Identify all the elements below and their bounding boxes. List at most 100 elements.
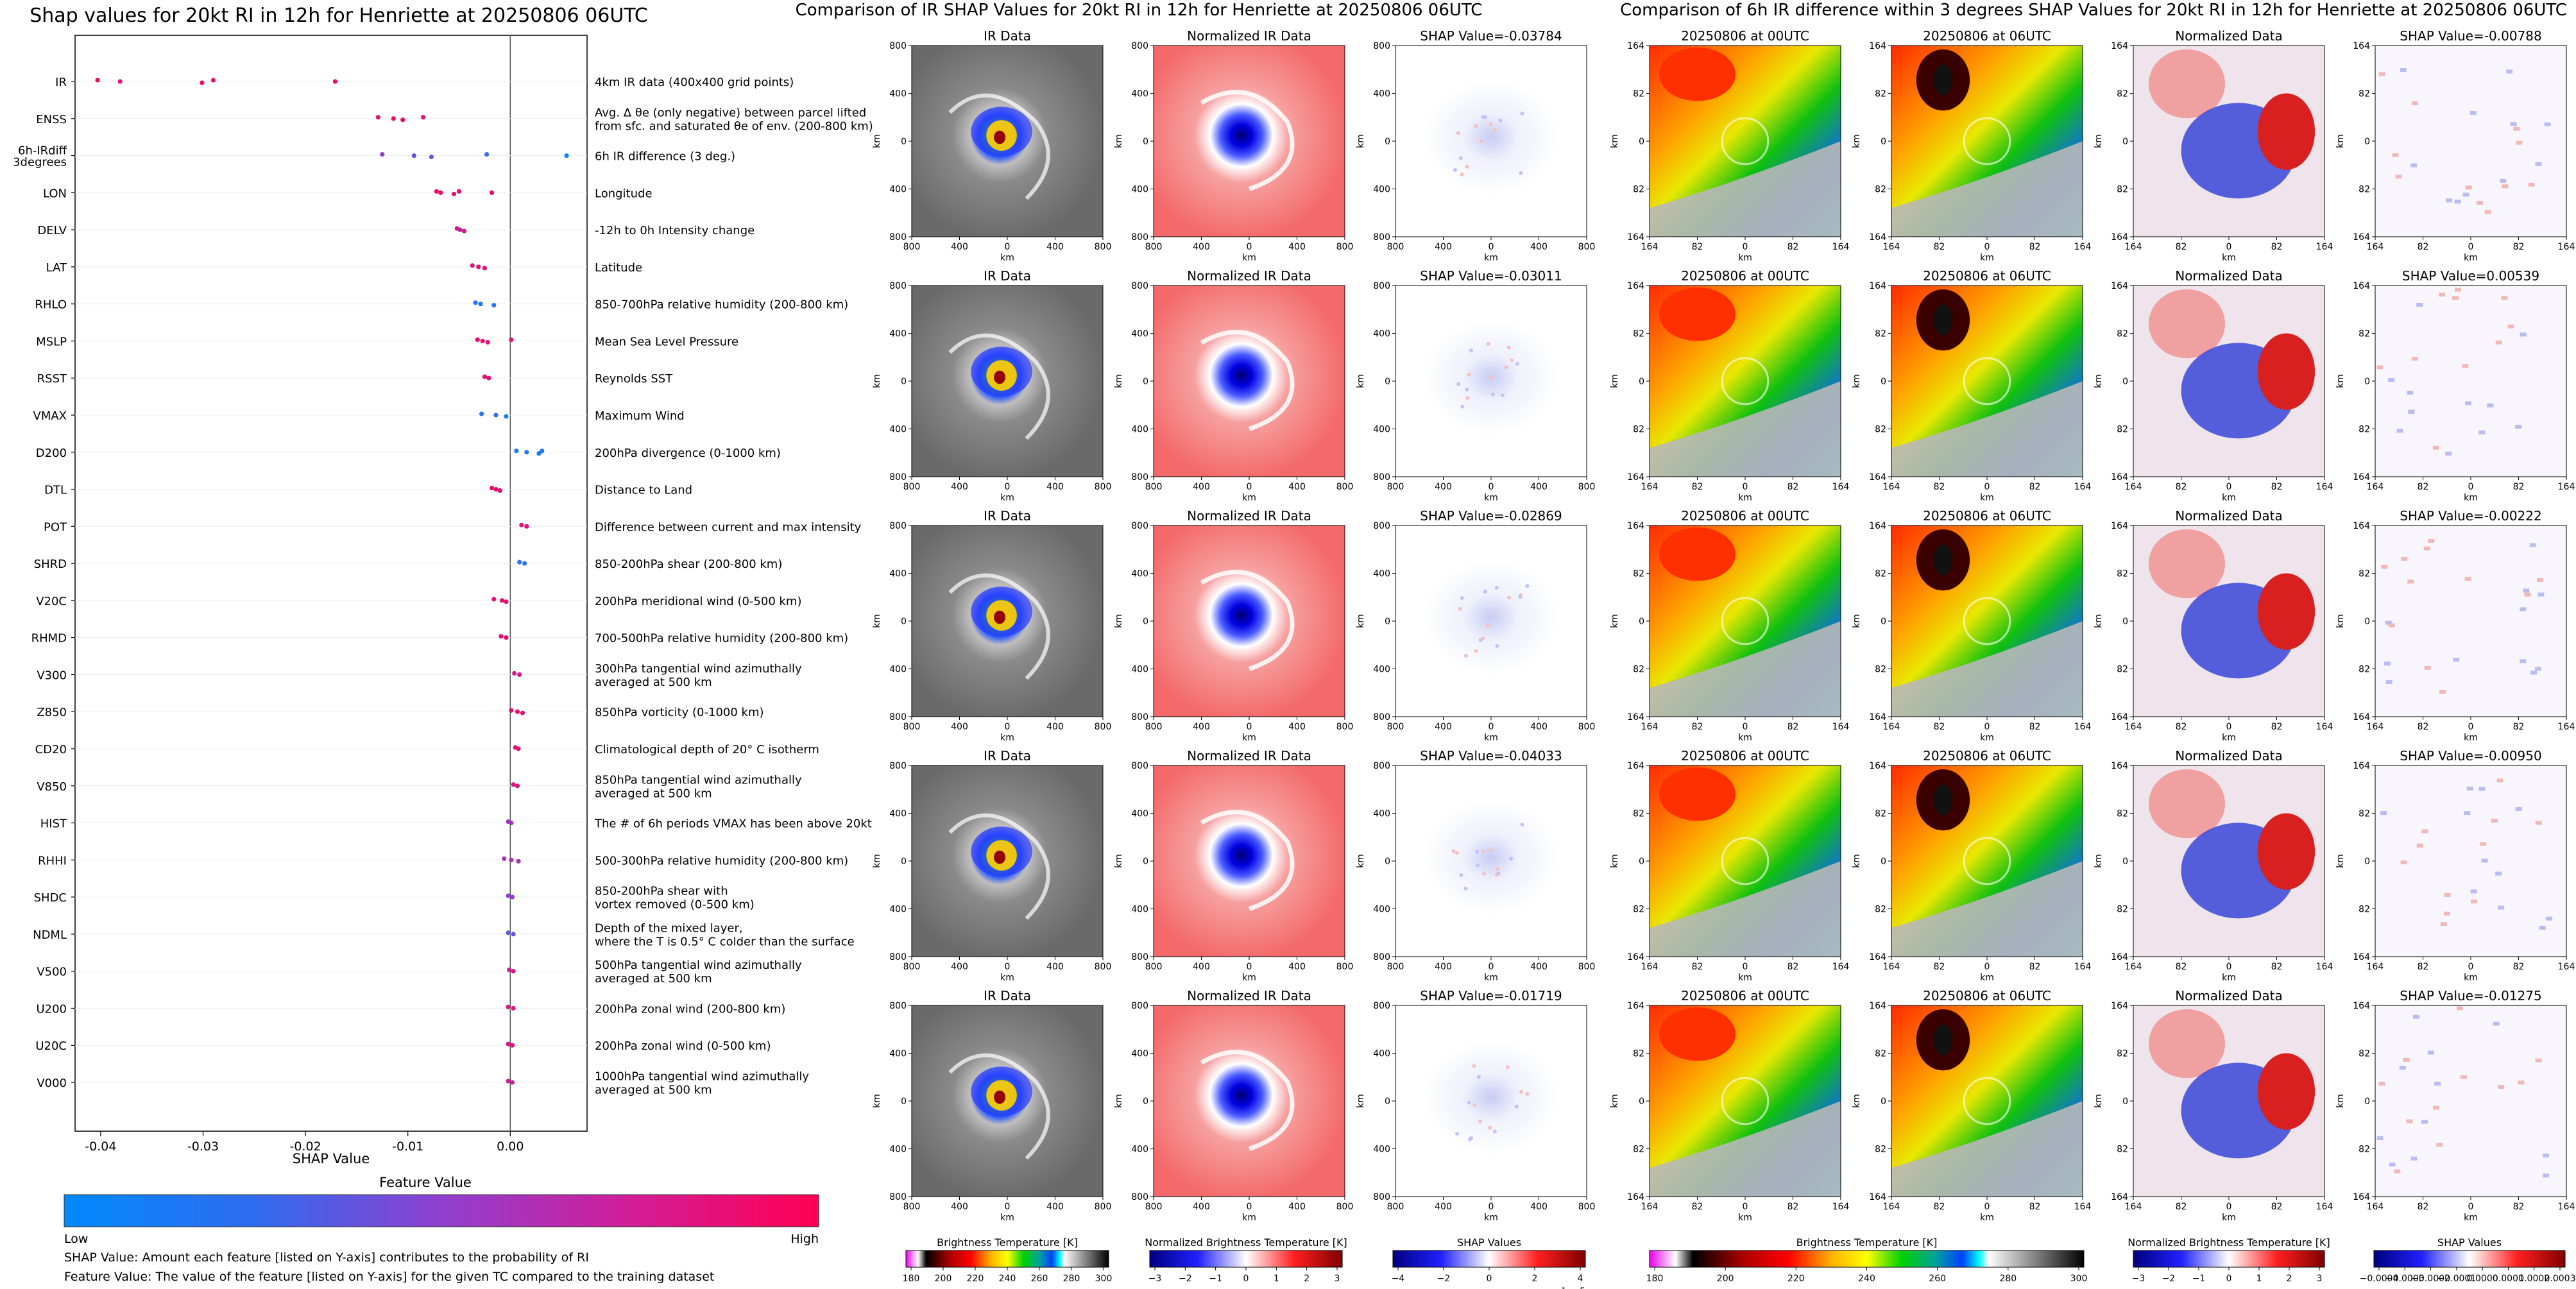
x-tick-label: 0 bbox=[2468, 962, 2474, 972]
x-tick-label: 0 bbox=[1247, 1202, 1252, 1212]
positive-diff-region bbox=[2148, 1009, 2226, 1079]
feature-description: 200hPa meridional wind (0-500 km) bbox=[595, 595, 801, 608]
y-tick-label: 0 bbox=[1881, 137, 1886, 147]
diff-shap-patch bbox=[2460, 1075, 2467, 1079]
feature-row: VMAX Maximum Wind bbox=[33, 409, 685, 423]
y-tick-label: 164 bbox=[1627, 1001, 1644, 1011]
y-tick-label: 800 bbox=[1373, 521, 1390, 531]
colorbar-tick-label: 220 bbox=[967, 1274, 984, 1284]
shap-point bbox=[509, 708, 514, 713]
feature-label: U20C bbox=[35, 1039, 67, 1053]
subplot-title: Normalized IR Data bbox=[1187, 748, 1311, 764]
x-tick-label: 164 bbox=[2125, 242, 2142, 252]
image-subplot: SHAP Value=0.005391641648282008282164164… bbox=[2335, 268, 2575, 503]
center-ring bbox=[1721, 597, 1770, 645]
feature-row: V300 300hPa tangential wind azimuthally av… bbox=[37, 662, 802, 689]
x-tick-label: 82 bbox=[2176, 482, 2187, 492]
diff-shap-image bbox=[2375, 46, 2566, 237]
colorbar-tick-label: 3 bbox=[2317, 1274, 2323, 1284]
shap-speck bbox=[1481, 871, 1486, 876]
colorbar-tick-label: 0 bbox=[2226, 1274, 2232, 1284]
y-axis-label: km bbox=[1356, 1094, 1366, 1108]
x-tick-label: 400 bbox=[951, 482, 968, 492]
feature-row: RSST Reynolds SST bbox=[37, 372, 674, 386]
y-tick-label: 82 bbox=[1875, 905, 1886, 915]
x-tick-label: 82 bbox=[2418, 482, 2429, 492]
x-tick-label: 164 bbox=[2558, 242, 2575, 252]
y-axis-label: km bbox=[2335, 134, 2346, 148]
feature-row: CD20 Climatological depth of 20° C isothe… bbox=[35, 743, 819, 756]
x-axis-label: km bbox=[1484, 1213, 1498, 1223]
subplot-title: SHAP Value=-0.01275 bbox=[2400, 988, 2541, 1003]
y-tick-label: 164 bbox=[2111, 232, 2128, 243]
shap-speck bbox=[1498, 118, 1503, 123]
x-tick-label: 164 bbox=[2367, 482, 2384, 492]
text-line: 6h-IRdiff bbox=[18, 144, 67, 158]
image-subplot: Normalized Data1641648282008282164164kmk… bbox=[2094, 268, 2333, 503]
y-tick-label: 400 bbox=[1131, 665, 1148, 675]
y-tick-label: 800 bbox=[889, 1192, 907, 1202]
diff-shap-patch bbox=[2434, 1081, 2441, 1086]
x-tick-label: 800 bbox=[1578, 482, 1596, 492]
x-tick-label: 800 bbox=[1578, 722, 1596, 732]
x-tick-label: 164 bbox=[2558, 722, 2575, 732]
x-tick-label: 82 bbox=[2271, 242, 2283, 252]
text-line: 200hPa meridional wind (0-500 km) bbox=[595, 595, 801, 608]
cold-core bbox=[1933, 1024, 1953, 1055]
subplot-title: IR Data bbox=[984, 28, 1031, 44]
diff-shap-patch bbox=[2513, 126, 2520, 131]
text-line: 850hPa tangential wind azimuthally bbox=[595, 773, 802, 787]
x-tick-label: 800 bbox=[1387, 962, 1404, 972]
clear-sky-region bbox=[1650, 861, 1841, 957]
image-subplot: SHAP Value=-0.02869800800400400004004008… bbox=[1356, 508, 1595, 743]
x-tick-label: 82 bbox=[2271, 962, 2283, 972]
colorbar-tick-label: 1 bbox=[2256, 1274, 2262, 1284]
y-tick-label: 0 bbox=[2122, 137, 2128, 147]
feature-row: DTL Distance to Land bbox=[44, 484, 692, 497]
y-tick-label: 0 bbox=[2122, 377, 2128, 387]
y-tick-label: 164 bbox=[1627, 1192, 1644, 1202]
shap-point bbox=[517, 559, 522, 565]
subplot-title: SHAP Value=-0.02869 bbox=[1420, 508, 1562, 524]
feature-description: Climatological depth of 20° C isotherm bbox=[595, 743, 819, 756]
x-tick-label: 82 bbox=[2271, 1202, 2283, 1212]
x-tick-label: 0 bbox=[1005, 962, 1011, 972]
x-axis-label: km bbox=[2222, 493, 2236, 503]
y-tick-label: 0 bbox=[1385, 137, 1390, 147]
colorbar-label: Normalized Brightness Temperature [K] bbox=[1145, 1236, 1347, 1249]
shap-point bbox=[475, 337, 480, 343]
feature-row: U200 200hPa zonal wind (200-800 km) bbox=[36, 1002, 785, 1016]
diff-shap-patch bbox=[2537, 578, 2544, 583]
x-axis-label: km bbox=[1980, 973, 1994, 983]
x-tick-label: 800 bbox=[1336, 242, 1354, 252]
shap-speck bbox=[1500, 393, 1505, 398]
image-subplot: 20250806 at 00UTC1641648282008282164164k… bbox=[1610, 748, 1849, 983]
image-subplot: 20250806 at 06UTC1641648282008282164164k… bbox=[1852, 508, 2091, 743]
image-subplot: SHAP Value=-0.01719800800400400004004008… bbox=[1356, 988, 1595, 1223]
y-tick-label: 82 bbox=[2117, 89, 2128, 99]
y-tick-label: 82 bbox=[2117, 1049, 2128, 1059]
x-tick-label: 400 bbox=[1435, 242, 1452, 252]
colorbar-tick-label: 220 bbox=[1787, 1274, 1805, 1284]
x-tick-label: 800 bbox=[1578, 1202, 1596, 1212]
shap-point bbox=[516, 746, 521, 751]
y-tick-label: 164 bbox=[1627, 712, 1644, 722]
y-tick-label: 82 bbox=[2358, 569, 2370, 579]
colorbar-tick-label: −0.0003 bbox=[2385, 1274, 2425, 1284]
x-tick-label: 82 bbox=[2176, 962, 2187, 972]
y-tick-label: 82 bbox=[2117, 569, 2128, 579]
x-tick-label: 400 bbox=[1435, 722, 1452, 732]
x-axis-label: km bbox=[1484, 733, 1498, 743]
text-line: HIST bbox=[40, 817, 67, 831]
shap-speck bbox=[1485, 624, 1490, 628]
subplot-title: SHAP Value=-0.00222 bbox=[2400, 508, 2541, 524]
colorbar: Normalized Brightness Temperature [K] −3 −… bbox=[2128, 1236, 2330, 1284]
diff-shap-patch bbox=[2454, 200, 2461, 204]
feature-label: RSST bbox=[37, 372, 67, 386]
colorbar-tick-label: −0.0001 bbox=[2437, 1274, 2476, 1284]
text-line: ENSS bbox=[36, 113, 67, 126]
y-tick-label: 164 bbox=[1869, 952, 1886, 962]
x-tick-label: 164 bbox=[2316, 962, 2333, 972]
text-line: averaged at 500 km bbox=[595, 787, 712, 800]
